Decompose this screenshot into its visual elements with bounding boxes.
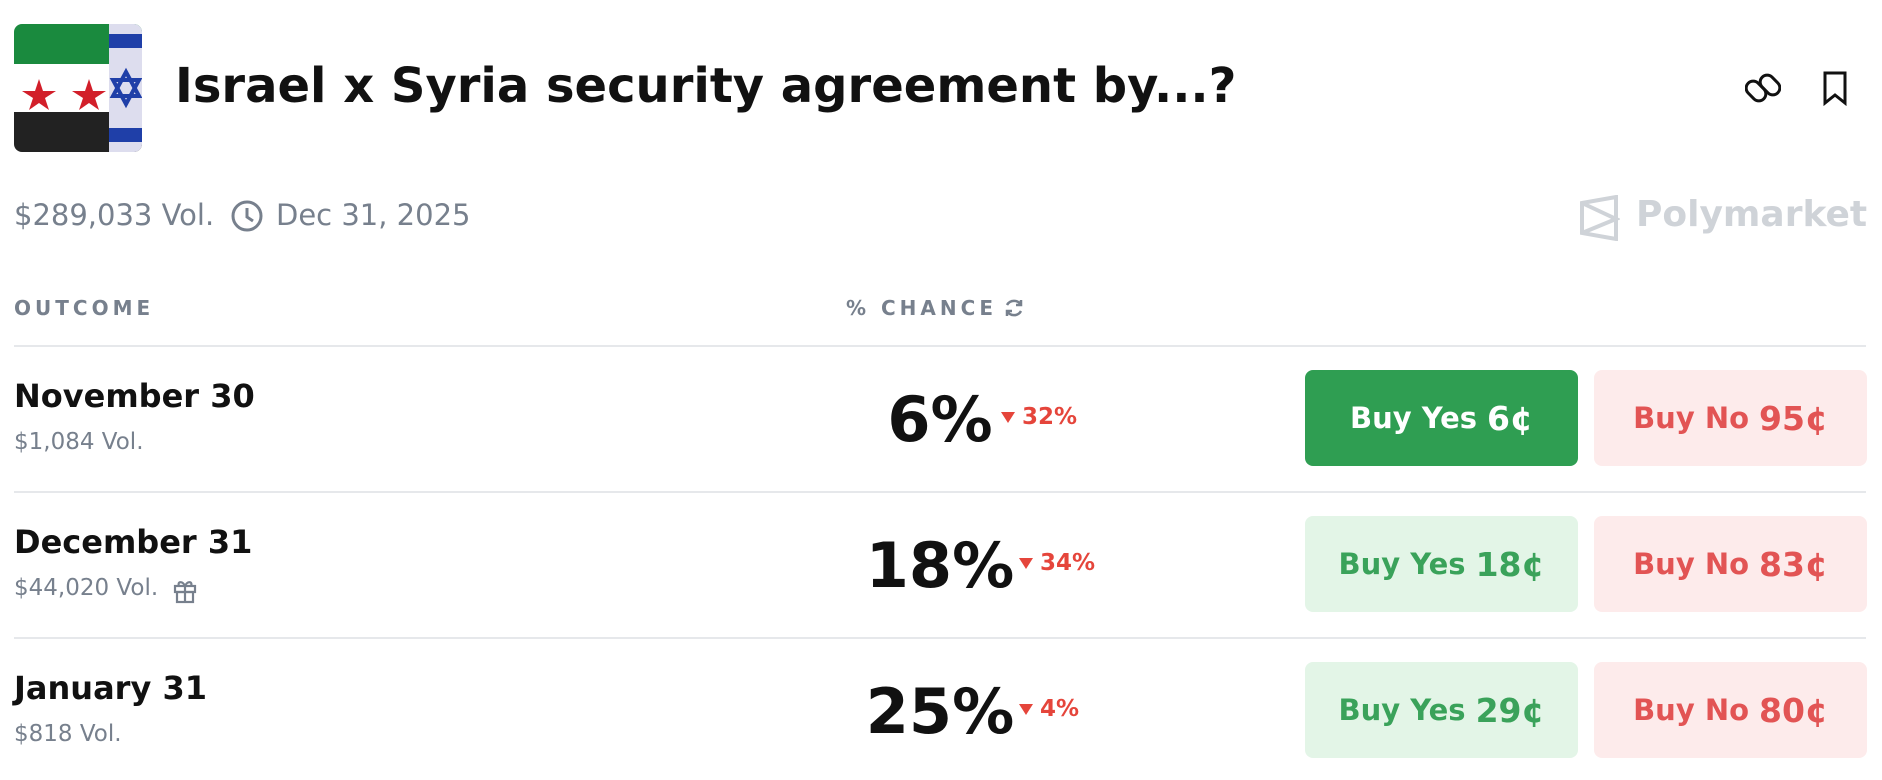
- refresh-icon[interactable]: [1002, 296, 1026, 320]
- title: Israel x Syria security agreement by...?: [175, 58, 1237, 114]
- button-price: 18¢: [1475, 544, 1545, 584]
- change: 4%: [1018, 696, 1079, 722]
- button-label: Buy No: [1633, 547, 1750, 581]
- outcome-name: November 30: [14, 377, 255, 415]
- divider: [14, 637, 1866, 639]
- buy-no-button[interactable]: Buy No 83¢: [1594, 516, 1867, 612]
- gift-icon: [173, 581, 197, 604]
- divider: [14, 345, 1866, 347]
- buy-no-button[interactable]: Buy No 80¢: [1594, 662, 1867, 758]
- button-price: 29¢: [1475, 690, 1545, 730]
- chance: 18%: [865, 529, 1015, 602]
- button-price: 83¢: [1759, 544, 1828, 584]
- button-label: Buy Yes: [1338, 547, 1466, 581]
- down-arrow: [1001, 412, 1015, 423]
- change-value: 32%: [1022, 404, 1078, 430]
- link-button[interactable]: [1745, 70, 1781, 106]
- outcome-name: December 31: [14, 523, 253, 561]
- change: 32%: [1000, 404, 1077, 430]
- divider: [14, 491, 1866, 493]
- change-value: 4%: [1040, 696, 1080, 722]
- brand-logo: [1580, 195, 1620, 241]
- outcome-row[interactable]: November 30 $1,084 Vol. 6% 32% Buy Yes 6¢ Buy …: [0, 345, 1882, 491]
- chance: 25%: [865, 675, 1015, 748]
- column-header: OUTCOME: [14, 296, 155, 320]
- clock-icon: [231, 200, 263, 232]
- market-image: [14, 24, 142, 152]
- end-date: Dec 31, 2025: [276, 198, 471, 232]
- buy-yes-button[interactable]: Buy Yes 29¢: [1305, 662, 1578, 758]
- button-label: Buy Yes: [1338, 693, 1466, 727]
- outcome-row[interactable]: December 31 $44,020 Vol. 18% 34% Buy Yes 18¢ B…: [0, 491, 1882, 637]
- down-arrow: [1019, 704, 1033, 715]
- outcome-row[interactable]: January 31 $818 Vol. 25% 4% Buy Yes 29¢ Buy No…: [0, 637, 1882, 780]
- column-header: % CHANCE: [846, 296, 997, 320]
- button-label: Buy No: [1633, 693, 1750, 727]
- buy-no-button[interactable]: Buy No 95¢: [1594, 370, 1867, 466]
- change: 34%: [1018, 550, 1095, 576]
- button-label: Buy Yes: [1350, 401, 1478, 435]
- button-price: 80¢: [1759, 690, 1828, 730]
- button-price: 95¢: [1759, 398, 1828, 438]
- outcome-name: January 31: [14, 669, 207, 707]
- bookmark-button[interactable]: [1820, 70, 1850, 106]
- button-price: 6¢: [1487, 398, 1533, 438]
- down-arrow: [1019, 558, 1033, 569]
- outcome-volume: $818 Vol.: [14, 721, 122, 747]
- change-value: 34%: [1040, 550, 1096, 576]
- buy-yes-button[interactable]: Buy Yes 18¢: [1305, 516, 1578, 612]
- chance: 6%: [887, 383, 993, 456]
- button-label: Buy No: [1633, 401, 1750, 435]
- outcome-volume: $44,020 Vol.: [14, 575, 159, 601]
- outcome-volume: $1,084 Vol.: [14, 429, 144, 455]
- buy-yes-button[interactable]: Buy Yes 6¢: [1305, 370, 1578, 466]
- total-volume: $289,033 Vol.: [14, 198, 215, 232]
- brand: Polymarket: [1636, 194, 1868, 235]
